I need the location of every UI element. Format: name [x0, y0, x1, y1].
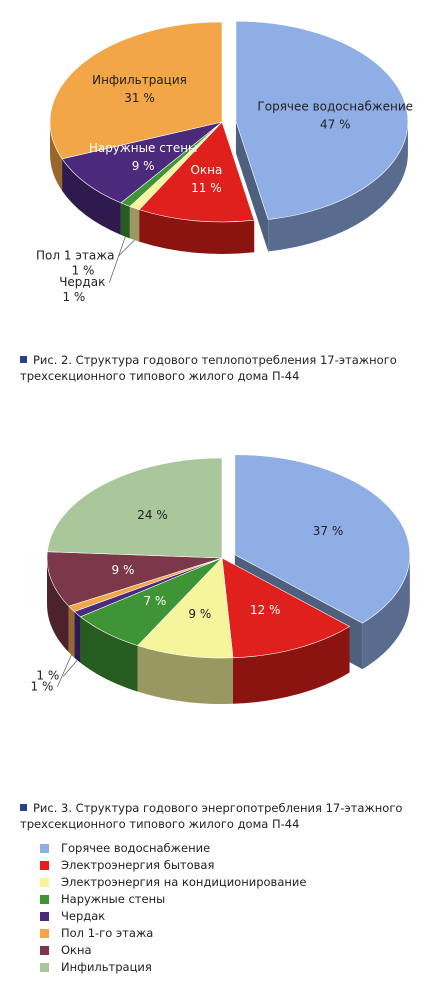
- slice-wall: [235, 121, 269, 252]
- slice-side: [139, 209, 255, 254]
- value-label: 47 %: [320, 117, 351, 131]
- slice-side: [362, 554, 410, 670]
- slice-label: Горячее водоснабжение: [257, 99, 413, 113]
- slice-top: [49, 21, 223, 160]
- caption-marker: [20, 804, 27, 811]
- slice-side: [74, 611, 81, 663]
- slice-top: [138, 121, 255, 223]
- caption: Рис. 3. Структура годового энергопотребл…: [20, 800, 410, 832]
- slice-label: Пол 1 этажа: [36, 249, 114, 263]
- legend-swatch: [40, 844, 49, 853]
- legend-label: Электроэнергия на кондиционирование: [61, 875, 307, 889]
- chart: Горячее водоснабжение 47 % Окна 11 % Пол 1 э…: [36, 20, 413, 304]
- slice: [137, 557, 234, 704]
- leader-line: [118, 239, 135, 257]
- legend-label: Электроэнергия бытовая: [61, 858, 215, 872]
- value-label: 12 %: [250, 603, 281, 617]
- slice-side: [80, 616, 138, 692]
- slice-side: [120, 202, 130, 239]
- value-label: 11 %: [191, 181, 222, 195]
- slice: [47, 457, 223, 559]
- leader-line: [108, 236, 126, 283]
- value-label: 1 %: [36, 669, 59, 683]
- caption-text: Рис. 2. Структура годового теплопотребле…: [20, 353, 397, 383]
- value-label: 1 %: [31, 679, 54, 693]
- legend-label: Инфильтрация: [61, 960, 152, 974]
- figure: 37 % 12 % 9 % 7 % 1 % 1 % 9 % 24 % Рис. 3. Стру…: [0, 440, 444, 974]
- chart: 37 % 12 % 9 % 7 % 1 %1 % 9 % 24 %: [31, 454, 411, 704]
- legend-label: Наружные стены: [61, 892, 166, 906]
- slice-top: [235, 20, 409, 220]
- slice-side: [50, 122, 63, 191]
- slice-top: [137, 557, 234, 659]
- value-label: 37 %: [313, 524, 344, 538]
- slice: [221, 557, 351, 704]
- slice-side: [268, 121, 408, 252]
- slice-side: [129, 206, 140, 242]
- value-label: 9 %: [132, 159, 155, 173]
- value-label: 9 %: [112, 563, 135, 577]
- legend-item: Наружные стены: [40, 891, 306, 908]
- legend-item: Электроэнергия на кондиционирование: [40, 874, 306, 891]
- leader-line: [62, 659, 78, 677]
- legend-swatch: [40, 861, 49, 870]
- slice-top: [47, 457, 223, 559]
- slice-top: [46, 551, 223, 607]
- legend-label: Чердак: [61, 909, 106, 923]
- legend-label: Горячее водоснабжение: [61, 841, 211, 855]
- caption-text: Рис. 3. Структура годового энергопотребл…: [20, 801, 403, 831]
- slice-side: [68, 606, 75, 658]
- legend-swatch: [40, 912, 49, 921]
- legend-item: Электроэнергия бытовая: [40, 857, 306, 874]
- legend-swatch: [40, 878, 49, 887]
- legend-swatch: [40, 963, 49, 972]
- slice: [61, 121, 223, 235]
- legend-label: Пол 1-го этажа: [61, 926, 154, 940]
- legend-swatch: [40, 929, 49, 938]
- slice-label: Наружные стены: [89, 141, 198, 155]
- leader-line: [57, 654, 72, 688]
- legend-label: Окна: [61, 943, 92, 957]
- slice: [49, 21, 223, 191]
- slice: [235, 20, 409, 252]
- legend-swatch: [40, 895, 49, 904]
- legend-item: Чердак: [40, 908, 306, 925]
- legend-item: Горячее водоснабжение: [40, 840, 306, 857]
- slice-top: [61, 121, 223, 204]
- value-label: 9 %: [188, 607, 211, 621]
- legend-item: Пол 1-го этажа: [40, 925, 306, 942]
- value-label: 1 %: [62, 290, 85, 304]
- slice-label: Инфильтрация: [92, 73, 187, 87]
- legend-swatch: [40, 946, 49, 955]
- legend-item: Окна: [40, 942, 306, 959]
- slice-top: [234, 454, 411, 624]
- figure: Горячее водоснабжение 47 % Окна 11 % Пол 1 э…: [0, 0, 444, 383]
- slice-label: Окна: [190, 163, 222, 177]
- value-label: 31 %: [124, 91, 155, 105]
- slice-side: [137, 645, 233, 704]
- slice-side: [47, 558, 69, 653]
- slice-top: [221, 557, 351, 659]
- value-label: 7 %: [143, 594, 166, 608]
- slice: [46, 551, 223, 653]
- caption: Рис. 2. Структура годового теплопотребле…: [20, 352, 410, 384]
- slice-side: [232, 626, 350, 704]
- legend-item: Инфильтрация: [40, 959, 306, 976]
- value-label: 24 %: [137, 508, 168, 522]
- slice-side: [62, 158, 121, 235]
- slice-label: Чердак: [59, 275, 105, 289]
- caption-marker: [20, 356, 27, 363]
- value-label: 1 %: [72, 264, 95, 278]
- slice: [138, 121, 255, 254]
- legend: Горячее водоснабжение Электроэнергия быто…: [40, 840, 306, 976]
